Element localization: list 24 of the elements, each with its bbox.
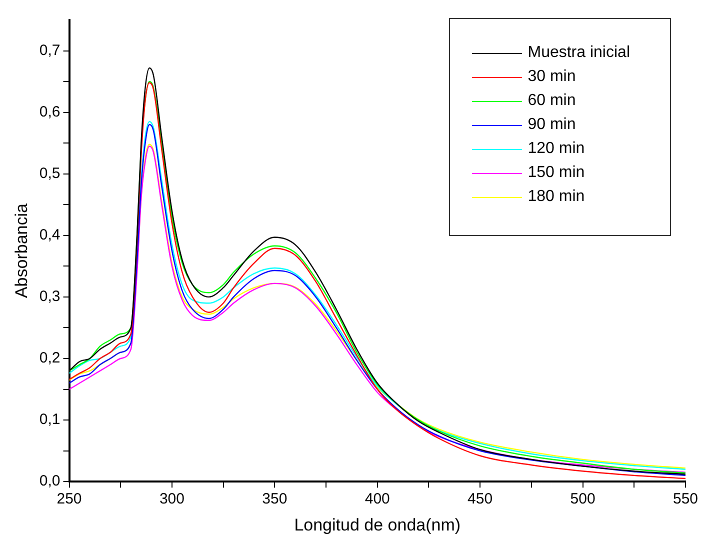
- y-tick-label: 0,2: [39, 350, 60, 367]
- x-tick-label: 300: [159, 490, 184, 508]
- x-axis-title: Longitud de onda(nm): [294, 515, 461, 534]
- legend-label: 180 min: [528, 188, 585, 206]
- y-tick-label: 0,1: [39, 411, 60, 428]
- x-tick-label: 450: [468, 490, 493, 508]
- y-tick-label: 0,0: [39, 472, 60, 490]
- legend-label: 60 min: [528, 92, 576, 110]
- y-tick-label: 0,3: [39, 288, 60, 306]
- y-axis-title: Absorbancia: [12, 203, 31, 298]
- legend-label: 30 min: [528, 68, 576, 86]
- legend-label: 120 min: [528, 140, 585, 158]
- x-tick-label: 550: [672, 490, 698, 508]
- x-tick-label: 400: [364, 490, 390, 508]
- legend-label: 150 min: [528, 164, 585, 182]
- y-tick-label: 0,4: [39, 226, 60, 244]
- legend-label: Muestra inicial: [528, 44, 630, 62]
- legend-label: 90 min: [528, 116, 576, 134]
- y-tick-label: 0,7: [39, 42, 60, 59]
- x-tick-label: 350: [262, 490, 288, 508]
- x-tick-label: 500: [570, 490, 596, 508]
- y-tick-label: 0,6: [39, 103, 60, 120]
- x-tick-label: 250: [56, 490, 82, 508]
- y-tick-label: 0,5: [39, 165, 60, 182]
